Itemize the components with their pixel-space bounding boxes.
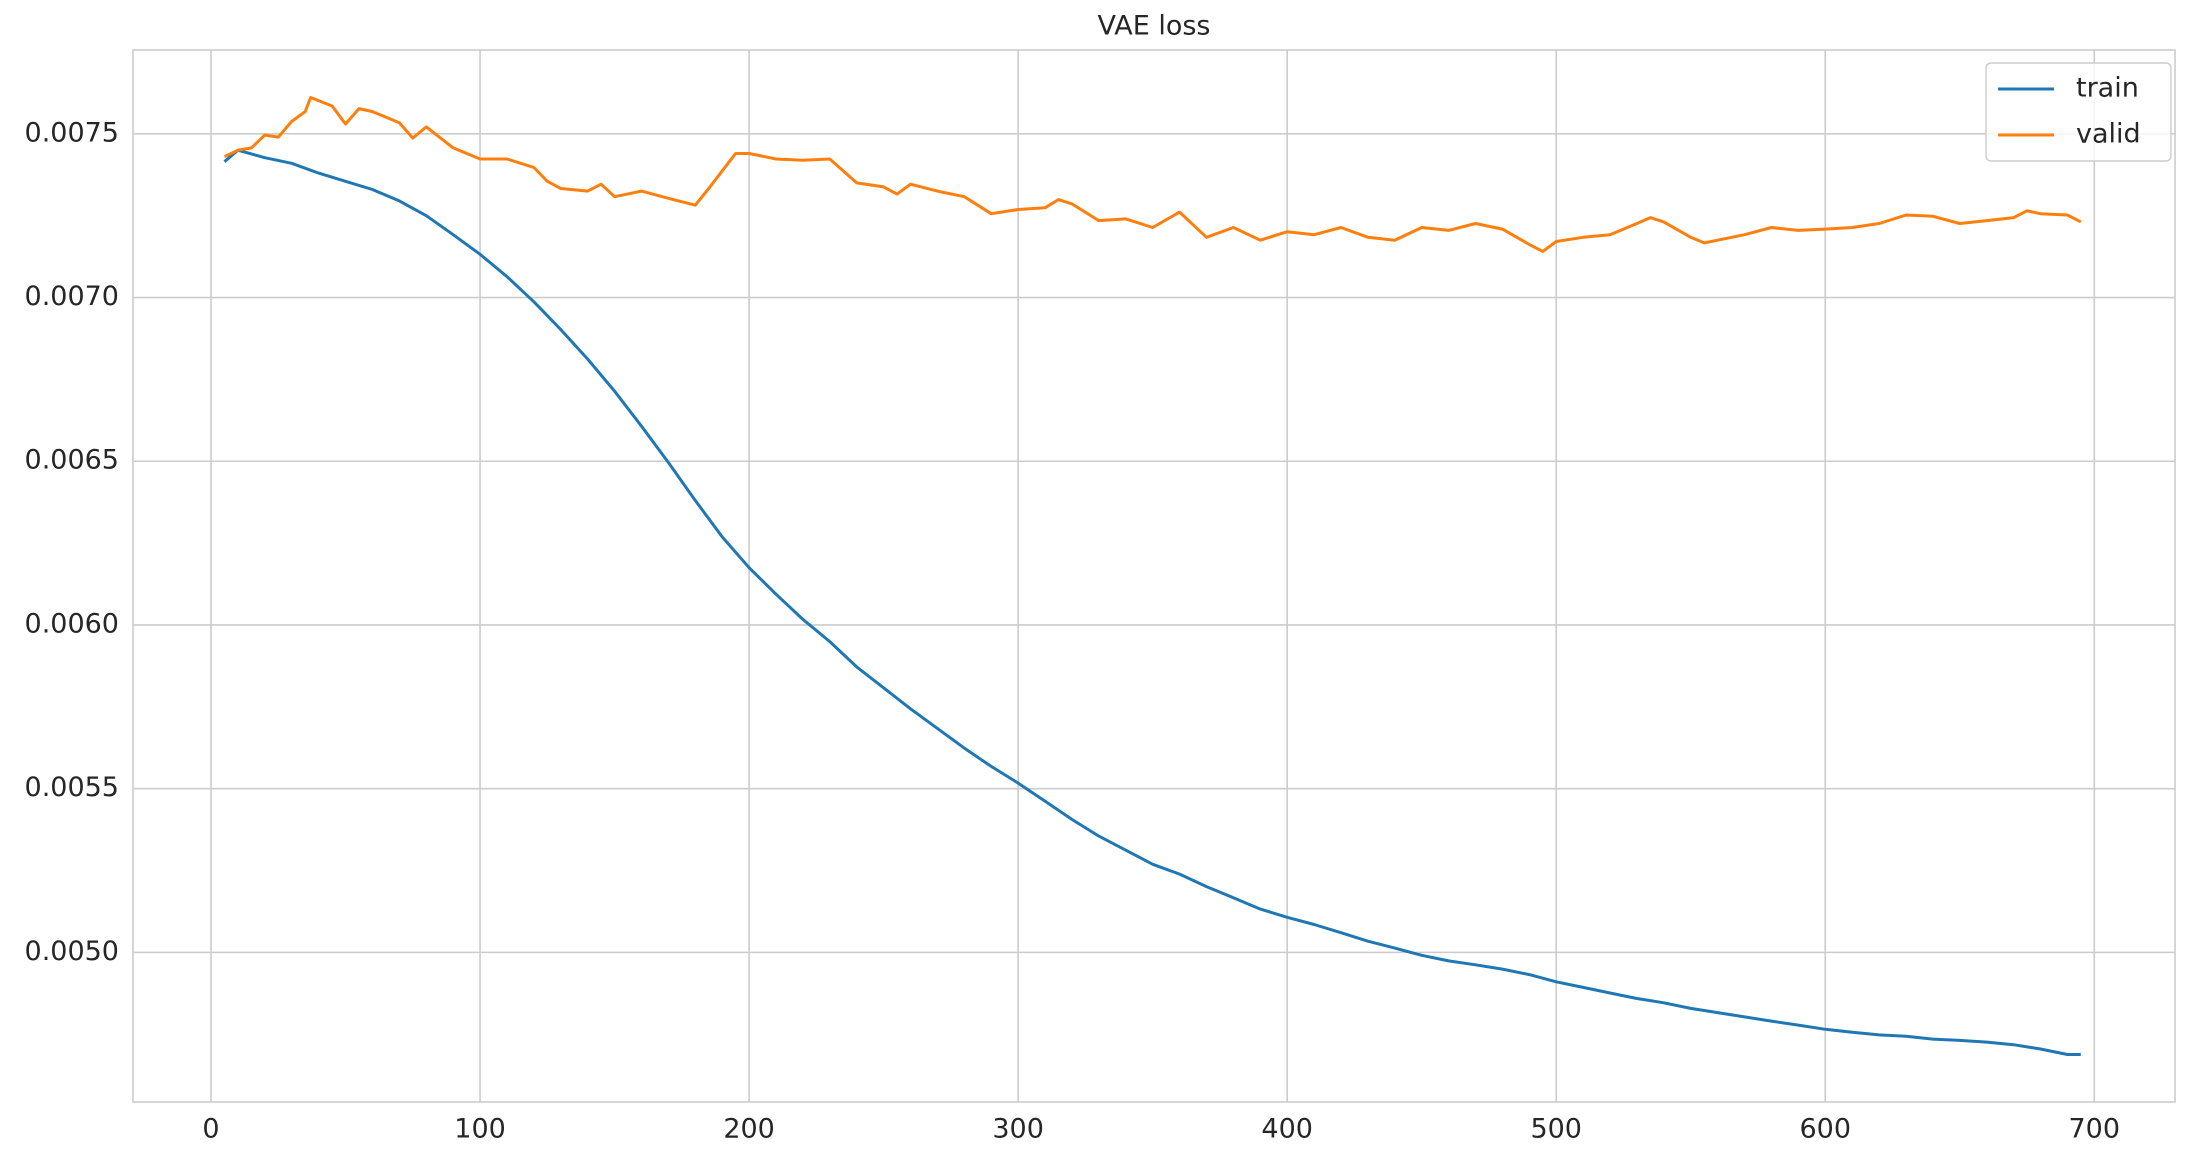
- y-tick-label: 0.0055: [25, 772, 119, 803]
- x-tick-label: 300: [992, 1114, 1044, 1145]
- x-tick-label: 100: [454, 1114, 506, 1145]
- x-tick-label: 500: [1530, 1114, 1582, 1145]
- chart-title: VAE loss: [1097, 11, 1210, 42]
- x-tick-label: 400: [1261, 1114, 1313, 1145]
- legend-label: valid: [2076, 119, 2141, 150]
- plot-frame: [132, 49, 2176, 1103]
- x-tick-label: 200: [723, 1114, 775, 1145]
- y-tick-label: 0.0065: [25, 445, 119, 476]
- x-tick-label: 700: [2069, 1114, 2121, 1145]
- x-tick-label: 0: [202, 1114, 219, 1145]
- line-series: [223, 96, 2082, 253]
- y-tick-label: 0.0060: [25, 608, 119, 639]
- legend-label: train: [2076, 73, 2139, 104]
- line-series: [223, 148, 2081, 1056]
- y-tick-label: 0.0050: [25, 936, 119, 967]
- y-tick-label: 0.0075: [25, 117, 119, 148]
- y-tick-label: 0.0070: [25, 281, 119, 312]
- x-tick-label: 600: [1799, 1114, 1851, 1145]
